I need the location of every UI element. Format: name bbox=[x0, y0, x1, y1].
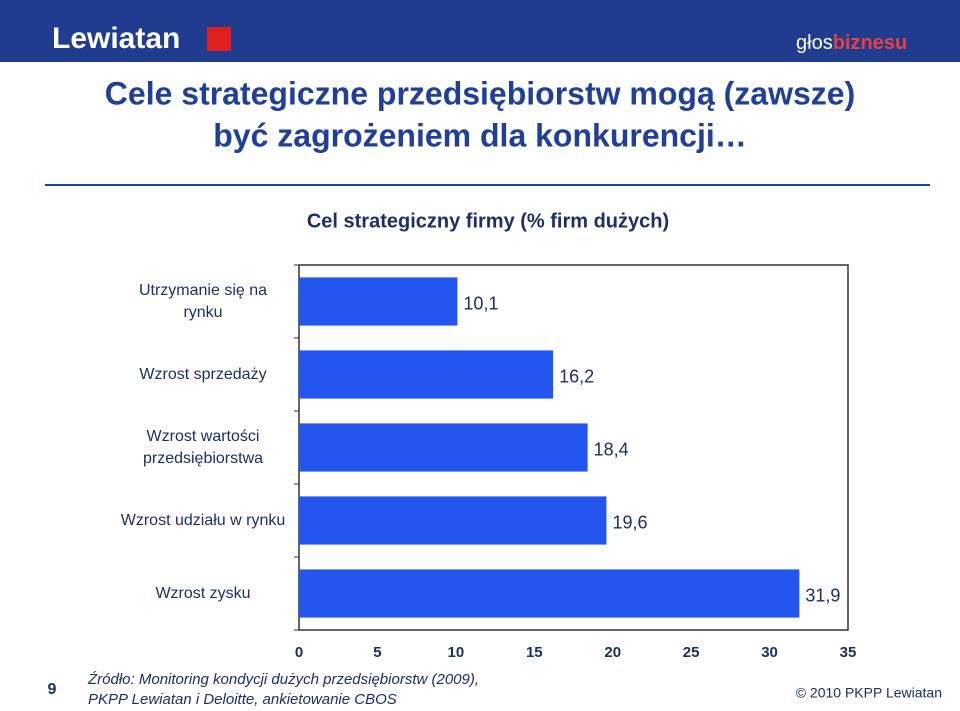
category-label: Wzrost udziału w rynku bbox=[120, 511, 286, 529]
header-bar bbox=[0, 0, 960, 62]
bar bbox=[299, 350, 554, 399]
x-tick-label: 30 bbox=[761, 644, 778, 661]
x-tick-label: 35 bbox=[840, 644, 857, 661]
x-tick-label: 20 bbox=[604, 644, 621, 661]
value-label: 18,4 bbox=[594, 439, 629, 459]
partner-a: głos bbox=[796, 32, 833, 54]
value-label: 10,1 bbox=[463, 293, 498, 313]
partner-b: biznesu bbox=[833, 32, 907, 54]
category-label: Wzrost wartości przedsiębiorstwa bbox=[142, 427, 264, 467]
bar bbox=[299, 569, 800, 618]
slide-title-1: Cele strategiczne przedsiębiorstw mogą (… bbox=[105, 75, 855, 111]
bar bbox=[299, 277, 458, 326]
partner-logo: głosbiznesu bbox=[796, 32, 907, 54]
copyright: © 2010 PKPP Lewiatan bbox=[796, 685, 942, 701]
x-tick-label: 10 bbox=[448, 644, 465, 661]
x-tick-label: 0 bbox=[295, 644, 303, 661]
source-2: PKPP Lewiatan i Deloitte, ankietowanie C… bbox=[88, 691, 397, 708]
x-tick-label: 25 bbox=[683, 644, 700, 661]
category-label: Wzrost zysku bbox=[155, 584, 251, 602]
source-1: Źródło: Monitoring kondycji dużych przed… bbox=[87, 671, 479, 688]
x-tick-label: 15 bbox=[526, 644, 543, 661]
logo: Lewiatan bbox=[52, 22, 180, 55]
bar bbox=[299, 496, 607, 545]
category-label: Utrzymanie się na rynku bbox=[138, 281, 268, 321]
value-label: 31,9 bbox=[805, 585, 840, 605]
x-tick-label: 5 bbox=[373, 644, 381, 661]
logo-icon bbox=[207, 27, 231, 51]
value-label: 19,6 bbox=[612, 512, 647, 532]
value-label: 16,2 bbox=[559, 366, 594, 386]
bar bbox=[299, 423, 588, 472]
page-number: 9 bbox=[48, 681, 57, 698]
chart-title: Cel strategiczny firmy (% firm dużych) bbox=[307, 210, 669, 232]
slide-title-2: być zagrożeniem dla konkurencji… bbox=[213, 117, 746, 153]
category-label: Wzrost sprzedaży bbox=[139, 365, 267, 383]
